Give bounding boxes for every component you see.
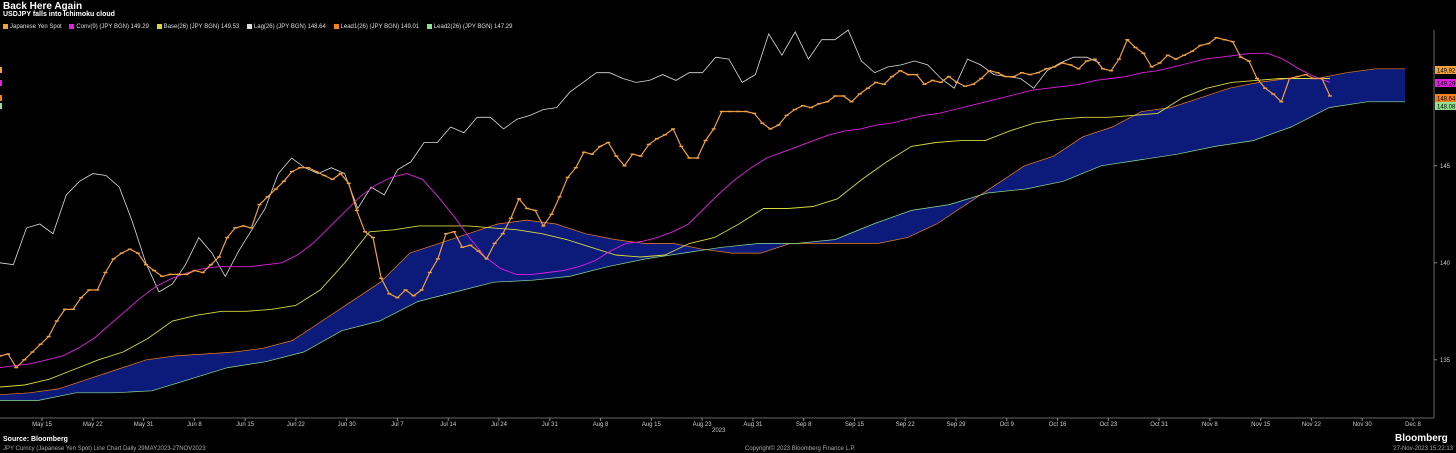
- price-badge-label: 148.08: [1437, 104, 1456, 110]
- x-tick-label: Oct 23: [1099, 422, 1117, 428]
- x-tick-label: Nov 8: [1202, 422, 1218, 428]
- price-badge: [1435, 79, 1456, 87]
- x-axis-year-label: 2023: [712, 428, 726, 434]
- x-tick-label: Nov 22: [1302, 422, 1322, 428]
- x-tick-label: Jul 14: [440, 422, 457, 428]
- x-tick-label: Sep 29: [946, 422, 966, 428]
- left-edge-marker: [0, 95, 2, 101]
- x-tick-label: Jun 15: [236, 422, 255, 428]
- legend-label: Japanese Yen Spot: [10, 24, 62, 31]
- lead2-line: [0, 101, 1405, 401]
- x-tick-label: Aug 8: [593, 422, 609, 428]
- legend-swatch: [69, 24, 75, 29]
- bloomberg-logo: Bloomberg: [1395, 433, 1448, 444]
- x-tick-label: Jun 30: [338, 422, 357, 428]
- x-tick-label: Sep 15: [845, 422, 865, 428]
- price-badge: [1435, 102, 1456, 110]
- x-tick-label: Oct 16: [1049, 422, 1067, 428]
- price-badge-label: 148.64: [1437, 96, 1456, 102]
- y-tick-label: 140: [1440, 261, 1451, 267]
- x-tick-label: May 22: [83, 422, 103, 428]
- y-tick-label: 135: [1440, 358, 1451, 364]
- chart-subtitle: USDJPY falls into Ichimoku cloud: [3, 11, 115, 18]
- x-tick-label: Jul 24: [491, 422, 508, 428]
- legend-label: Base(26) (JPY BGN) 149.53: [163, 24, 240, 31]
- conv-line: [0, 52, 1331, 369]
- y-tick-label: 145: [1440, 164, 1451, 170]
- left-edge-marker: [0, 67, 2, 73]
- x-tick-label: Nov 30: [1353, 422, 1373, 428]
- price-badge: [1435, 66, 1456, 74]
- legend-swatch: [426, 24, 432, 29]
- copyright: Copyright© 2023 Bloomberg Finance L.P.: [745, 446, 856, 452]
- x-tick-label: Sep 8: [796, 422, 812, 428]
- source-label: Source: Bloomberg: [3, 436, 68, 443]
- legend-label: Conv(9) (JPY BGN) 149.29: [76, 24, 149, 31]
- x-tick-label: Jun 8: [187, 422, 202, 428]
- legend-label: Lead2(26) (JPY BGN) 147.29: [433, 24, 513, 31]
- legend-label: Lead1(26) (JPY BGN) 149.01: [340, 24, 420, 31]
- chart-title: Back Here Again: [3, 1, 83, 12]
- legend-swatch: [246, 24, 252, 29]
- left-edge-marker: [0, 80, 2, 86]
- legend-swatch: [156, 24, 162, 29]
- x-tick-label: May 31: [134, 422, 154, 428]
- x-tick-label: Aug 23: [693, 422, 713, 428]
- lead1-line: [0, 68, 1405, 396]
- legend-label: Lag(26) (JPY BGN) 148.64: [253, 24, 326, 31]
- legend-item-conv: Conv(9) (JPY BGN) 149.29: [69, 24, 149, 30]
- chart-description: JPY Curncy (Japanese Yen Spot) Line Char…: [3, 446, 206, 452]
- price-badge-label: 149.92: [1437, 68, 1456, 74]
- legend: Japanese Yen Spot Conv(9) (JPY BGN) 149.…: [3, 24, 518, 30]
- legend-item-lag: Lag(26) (JPY BGN) 148.64: [246, 24, 326, 31]
- price-badge: [1435, 94, 1456, 102]
- x-tick-label: Sep 22: [896, 422, 916, 428]
- timestamp: 27-Nov-2023 15:22:13: [1393, 446, 1453, 452]
- ichimoku-cloud: [0, 68, 1405, 401]
- x-tick-label: Jul 7: [391, 422, 404, 428]
- legend-item-lead1: Lead1(26) (JPY BGN) 149.01: [333, 24, 420, 31]
- x-tick-label: Oct 9: [1000, 422, 1015, 428]
- x-tick-label: Aug 15: [642, 422, 662, 428]
- x-tick-label: May 15: [32, 422, 52, 428]
- legend-swatch: [333, 24, 339, 29]
- legend-item-spot: Japanese Yen Spot: [3, 24, 62, 30]
- legend-item-base: Base(26) (JPY BGN) 149.53: [156, 24, 240, 31]
- legend-swatch: [3, 24, 8, 29]
- lag-line: [0, 29, 1101, 293]
- spot-line: [0, 37, 1331, 369]
- x-tick-label: Jun 22: [287, 422, 306, 428]
- base-line: [0, 78, 1330, 388]
- x-tick-label: Dec 8: [1405, 422, 1421, 428]
- legend-item-lead2: Lead2(26) (JPY BGN) 147.29: [426, 24, 513, 31]
- x-tick-label: Oct 31: [1150, 422, 1168, 428]
- x-tick-label: Aug 31: [743, 422, 763, 428]
- x-tick-label: Jul 31: [542, 422, 559, 428]
- left-edge-marker: [0, 103, 2, 109]
- price-badge-label: 149.29: [1437, 81, 1456, 87]
- x-tick-label: Nov 15: [1251, 422, 1271, 428]
